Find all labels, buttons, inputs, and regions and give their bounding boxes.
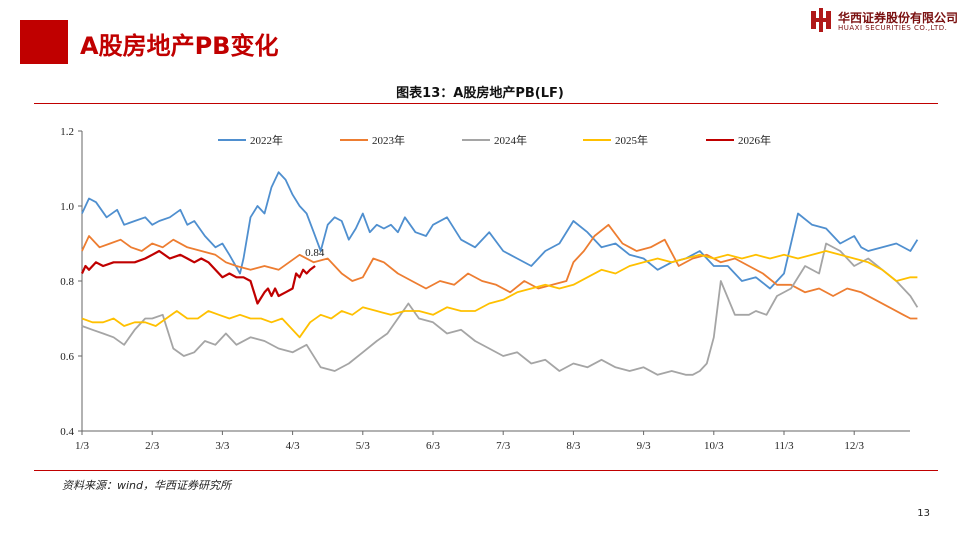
logo-chinese-name: 华西证券股份有限公司 xyxy=(838,11,959,25)
chart-caption: 图表13：A股房地产PB(LF) xyxy=(396,86,564,101)
x-tick-label: 1/3 xyxy=(75,440,90,452)
data-label-2026-last: 0.84 xyxy=(305,247,325,259)
y-tick-label: 1.2 xyxy=(60,126,74,138)
x-tick-label: 9/3 xyxy=(637,440,652,452)
x-tick-label: 11/3 xyxy=(774,440,794,452)
y-tick-label: 0.8 xyxy=(60,276,74,288)
x-tick-label: 2/3 xyxy=(145,440,160,452)
legend-label-2: 2023年 xyxy=(372,133,405,147)
chart-axes: 0.4 0.6 0.8 1.0 1.2 1/3 2/3 3/3 4/3 5/3 6/3 7/3 8/3 9… xyxy=(60,126,910,452)
legend-label-5: 2026年 xyxy=(738,133,771,147)
series-line-1 xyxy=(81,171,919,290)
y-tick-label: 0.4 xyxy=(60,426,74,438)
x-tick-label: 4/3 xyxy=(286,440,301,452)
x-tick-label: 5/3 xyxy=(356,440,371,452)
series-line-2 xyxy=(81,223,918,320)
source-note: 资料来源：wind，华西证券研究所 xyxy=(62,479,232,492)
legend-label-3: 2024年 xyxy=(494,133,527,147)
series-line-3 xyxy=(81,242,919,376)
chart-legend: 2022年 2023年 2024年 2025年 2026年 xyxy=(218,133,771,147)
x-tick-label: 10/3 xyxy=(704,440,724,452)
x-tick-label: 12/3 xyxy=(844,440,864,452)
company-logo: 华西证券股份有限公司 HUAXI SECURITIES CO.,LTD. xyxy=(806,6,959,34)
chart-annotations: 0.84 xyxy=(305,247,325,259)
x-tick-label: 6/3 xyxy=(426,440,441,452)
series-line-5 xyxy=(81,249,316,305)
chart-series xyxy=(81,171,919,376)
x-tick-label: 7/3 xyxy=(496,440,511,452)
x-tick-label: 3/3 xyxy=(215,440,230,452)
series-line-4 xyxy=(81,250,918,339)
page-title: A股房地产PB变化 xyxy=(80,32,279,60)
page-number: 13 xyxy=(917,508,930,519)
legend-label-1: 2022年 xyxy=(250,133,283,147)
y-tick-label: 1.0 xyxy=(60,201,74,213)
top-divider xyxy=(34,103,938,104)
x-tick-label: 8/3 xyxy=(566,440,581,452)
huaxi-logo-icon xyxy=(811,8,831,32)
y-tick-label: 0.6 xyxy=(60,351,74,363)
bottom-divider xyxy=(34,470,938,471)
logo-english-name: HUAXI SECURITIES CO.,LTD. xyxy=(838,24,948,32)
title-accent-block xyxy=(20,20,68,64)
legend-label-4: 2025年 xyxy=(615,133,648,147)
